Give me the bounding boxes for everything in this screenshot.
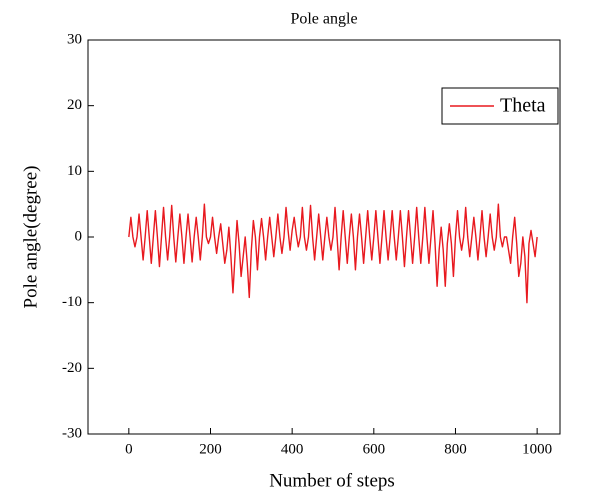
- chart-title: Pole angle: [290, 11, 357, 28]
- y-tick-label: 0: [75, 228, 83, 244]
- data-line: [128, 203, 538, 304]
- y-tick-label: -20: [62, 360, 82, 376]
- y-tick-label: 10: [67, 163, 82, 179]
- x-tick-label: 800: [444, 441, 467, 457]
- x-tick-label: 1000: [522, 441, 552, 457]
- y-tick-label: 20: [67, 97, 82, 113]
- y-tick-label: -30: [62, 425, 82, 441]
- x-tick-label: 600: [363, 441, 386, 457]
- x-tick-label: 200: [199, 441, 222, 457]
- y-tick-label: -10: [62, 294, 82, 310]
- x-tick-label: 0: [125, 441, 133, 457]
- y-axis-label: Pole angle(degree): [20, 166, 41, 309]
- legend-label: Theta: [500, 95, 546, 117]
- x-axis-label: Number of steps: [269, 470, 395, 491]
- x-tick-label: 400: [281, 441, 304, 457]
- y-tick-label: 30: [67, 31, 82, 47]
